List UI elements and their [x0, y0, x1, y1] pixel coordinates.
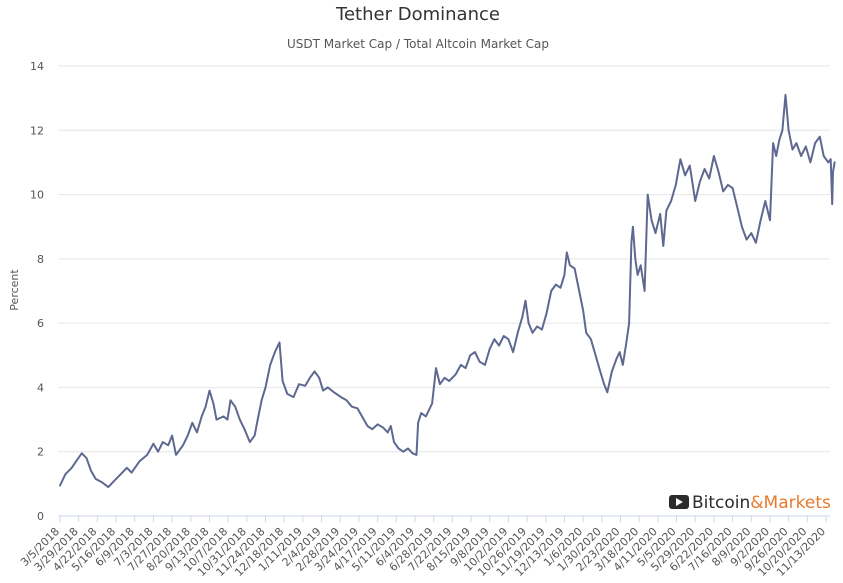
grid-layer	[58, 65, 830, 453]
chart-subtitle: USDT Market Cap / Total Altcoin Market C…	[287, 37, 549, 51]
y-tick-label: 8	[37, 253, 44, 266]
brand-text-part1: Bitcoin	[692, 493, 750, 513]
y-tick-label: 6	[37, 317, 44, 330]
x-ticks-layer: 3/5/20183/29/20184/22/20185/16/20186/9/2…	[18, 516, 828, 579]
brand-text: Bitcoin&Markets	[692, 493, 831, 513]
y-tick-label: 10	[30, 189, 44, 202]
y-axis-title: Percent	[8, 269, 21, 311]
chart-title: Tether Dominance	[335, 4, 500, 25]
y-tick-label: 14	[30, 60, 44, 73]
y-tick-label: 0	[37, 510, 44, 523]
y-tick-label: 4	[37, 381, 44, 394]
y-tick-label: 2	[37, 446, 44, 459]
y-tick-label: 12	[30, 124, 44, 137]
play-icon-triangle	[676, 498, 683, 506]
brand-logo: Bitcoin&Markets	[669, 493, 831, 513]
brand-text-part2: &Markets	[750, 493, 831, 513]
series-line	[59, 93, 836, 489]
series-layer	[59, 93, 836, 489]
y-ticks-layer: 0 2 4 6 8 10 12 14	[30, 60, 44, 523]
